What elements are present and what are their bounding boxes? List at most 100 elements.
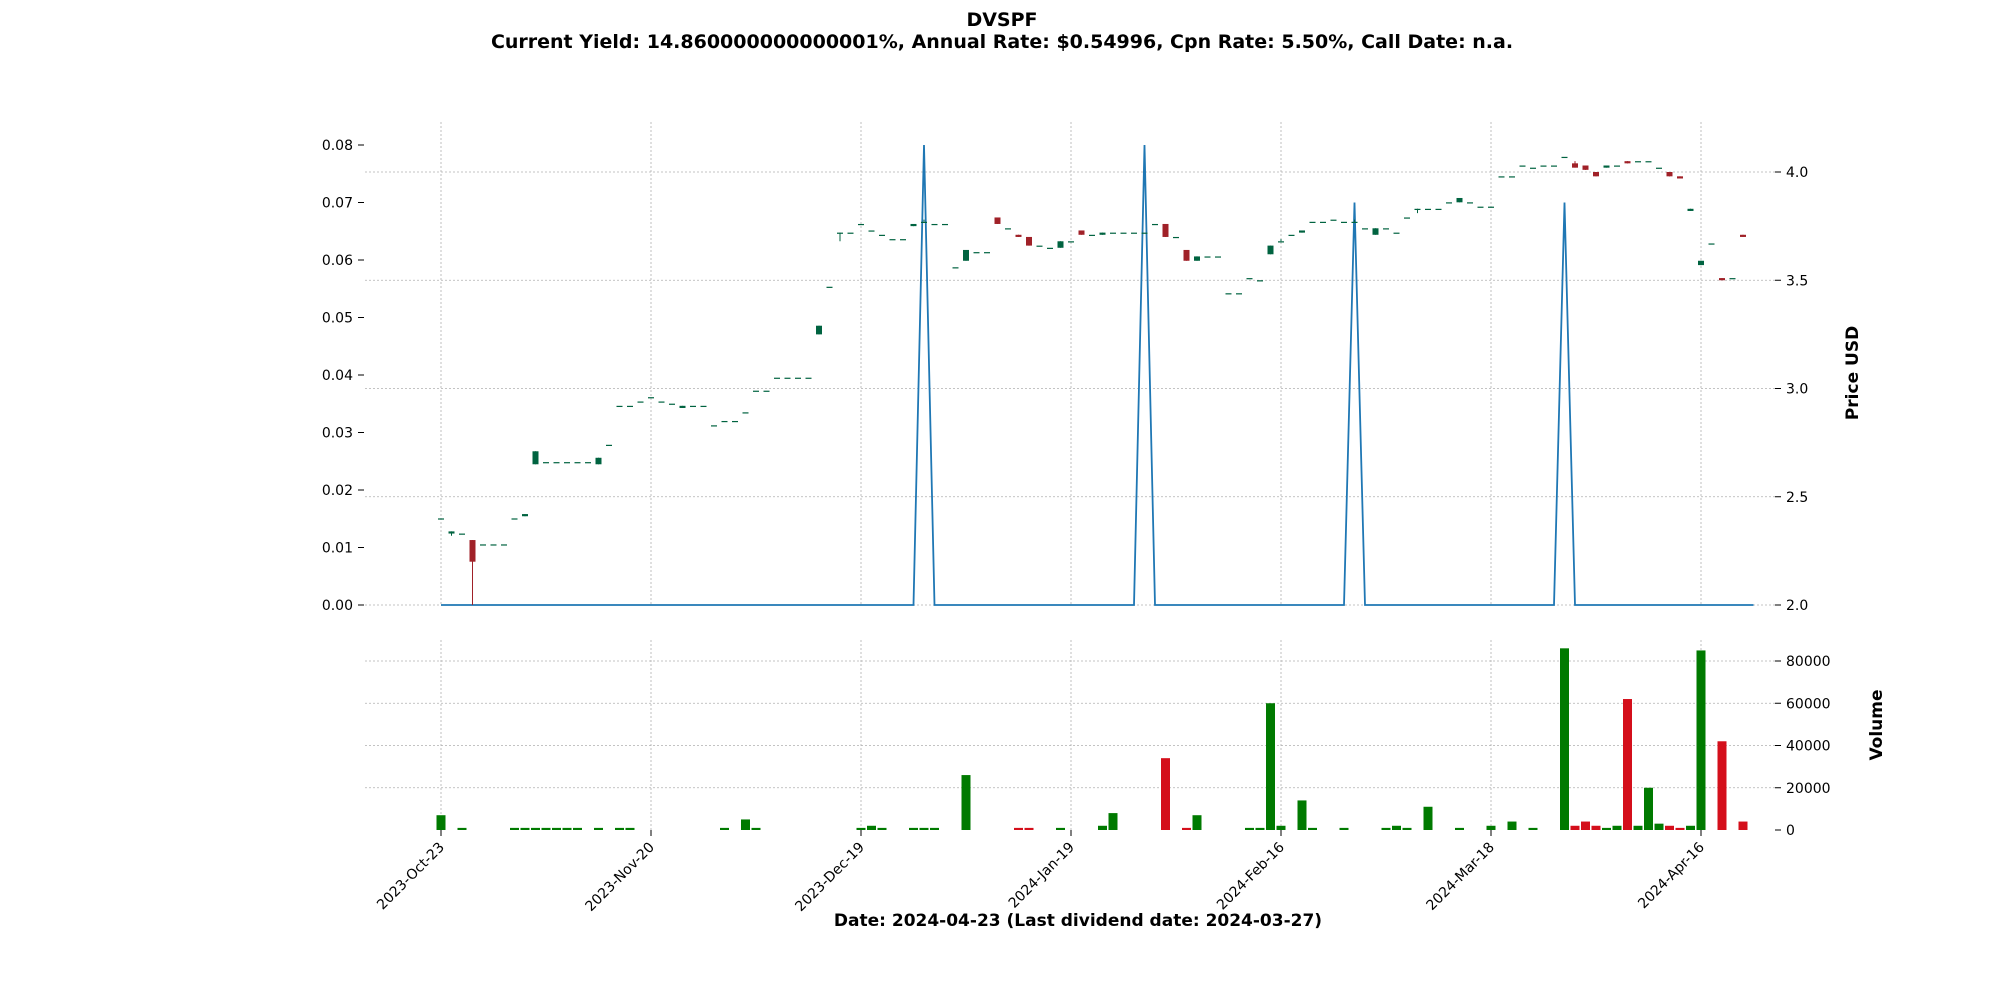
candle-body: [1225, 293, 1232, 295]
candle-body: [816, 325, 822, 335]
candle-body: [1089, 234, 1095, 236]
volume-bar: [1696, 650, 1706, 830]
candle-body: [952, 267, 959, 269]
candle-body: [1677, 176, 1683, 179]
candle-body: [858, 223, 864, 226]
volume-tick-label: 80000: [1786, 654, 1831, 670]
candle-body: [1215, 256, 1221, 258]
candle-body: [994, 217, 1001, 224]
volume-bar: [1570, 825, 1580, 830]
candle-body: [1530, 167, 1536, 169]
candle-body: [963, 249, 969, 261]
dividend-tick-label: 0.07: [322, 196, 353, 212]
candle-body: [1330, 219, 1337, 221]
candle-body: [532, 451, 539, 465]
candle-body: [606, 444, 612, 446]
volume-bar: [720, 827, 729, 830]
candle-body: [1446, 202, 1452, 204]
candle-body: [711, 425, 717, 427]
volume-bars: [436, 648, 1748, 830]
candle-body: [1015, 234, 1022, 237]
candle-body: [1278, 241, 1284, 243]
volume-bar: [741, 819, 750, 830]
volume-bar: [867, 825, 876, 830]
candle-body: [1414, 208, 1421, 211]
candle-body: [1561, 156, 1568, 159]
candle-body: [1551, 165, 1557, 167]
volume-bar: [1297, 800, 1307, 830]
candle-body: [1204, 256, 1211, 258]
candle-body: [595, 457, 602, 465]
price-tick-label: 3.5: [1786, 273, 1808, 289]
x-tick-label: 2024-Feb-16: [1214, 839, 1288, 913]
candle-body: [469, 540, 476, 562]
chart-title: DVSPF: [966, 9, 1037, 31]
x-tick-label: 2024-Apr-16: [1635, 839, 1708, 912]
dividend-tick-label: 0.05: [322, 311, 353, 327]
candle-body: [910, 223, 917, 227]
candle-body: [1477, 206, 1484, 208]
candle-body: [742, 412, 749, 414]
candle-body: [879, 234, 885, 236]
volume-bar: [909, 827, 918, 830]
candle-body: [889, 239, 896, 241]
candle-body: [973, 252, 980, 254]
candle-body: [522, 514, 528, 517]
candle-body: [627, 405, 633, 408]
candle-body: [984, 252, 990, 254]
candle-body: [616, 405, 623, 408]
volume-tick-label: 20000: [1786, 781, 1831, 797]
candle-body: [1341, 221, 1347, 223]
candle-body: [1005, 228, 1011, 230]
volume-bar: [1675, 827, 1685, 830]
candle-body: [679, 405, 686, 408]
volume-bar: [1402, 827, 1412, 830]
volume-bar: [615, 827, 624, 830]
volume-bar: [1182, 827, 1191, 830]
x-tick-label: 2023-Oct-23: [374, 840, 448, 914]
candle-body: [753, 390, 759, 392]
candle-body: [805, 377, 812, 379]
candle-body: [1173, 236, 1179, 239]
candle-body: [1026, 236, 1032, 246]
candle-body: [501, 544, 507, 546]
volume-bar: [1024, 827, 1034, 830]
axis-ticks: 2023-Oct-23 2023-Nov-20 2023-Dec-19 2024-Ja…: [322, 138, 1831, 915]
volume-bar: [594, 827, 603, 830]
volume-tick-label: 40000: [1786, 739, 1831, 755]
candle-body: [900, 239, 906, 241]
volume-bar: [1255, 827, 1265, 830]
candle-body: [1572, 163, 1578, 168]
candle-body: [1057, 241, 1064, 248]
candle-body: [1467, 202, 1473, 204]
candle-body: [1519, 165, 1526, 167]
volume-bar: [457, 827, 467, 830]
candle-body: [1194, 256, 1200, 261]
chart-subtitle: Current Yield: 14.860000000000001%, Annu…: [491, 31, 1513, 53]
dividend-tick-label: 0.06: [322, 253, 353, 269]
candle-body: [721, 420, 728, 423]
price-candles: [438, 156, 1746, 605]
candle-body: [1299, 230, 1305, 233]
volume-bar: [930, 827, 939, 830]
dividend-tick-label: 0.03: [322, 426, 353, 442]
candle-body: [1036, 245, 1043, 247]
candle-body: [1131, 232, 1137, 234]
price-axis-label: Price USD: [1843, 326, 1863, 420]
candle-body: [1708, 243, 1715, 245]
candle-body: [574, 462, 581, 464]
candle-body: [1288, 234, 1295, 236]
volume-bar: [1339, 827, 1349, 830]
volume-axis-label: Volume: [1867, 689, 1887, 760]
volume-bar: [1245, 827, 1254, 830]
volume-bar: [510, 827, 519, 830]
volume-bar: [1612, 825, 1622, 830]
volume-bar: [1602, 827, 1611, 830]
candle-body: [931, 223, 938, 226]
volume-bar: [1591, 825, 1601, 830]
candle-body: [1603, 165, 1610, 168]
candle-body: [1540, 165, 1547, 167]
volume-bar: [1381, 827, 1391, 830]
candle-body: [763, 390, 770, 392]
